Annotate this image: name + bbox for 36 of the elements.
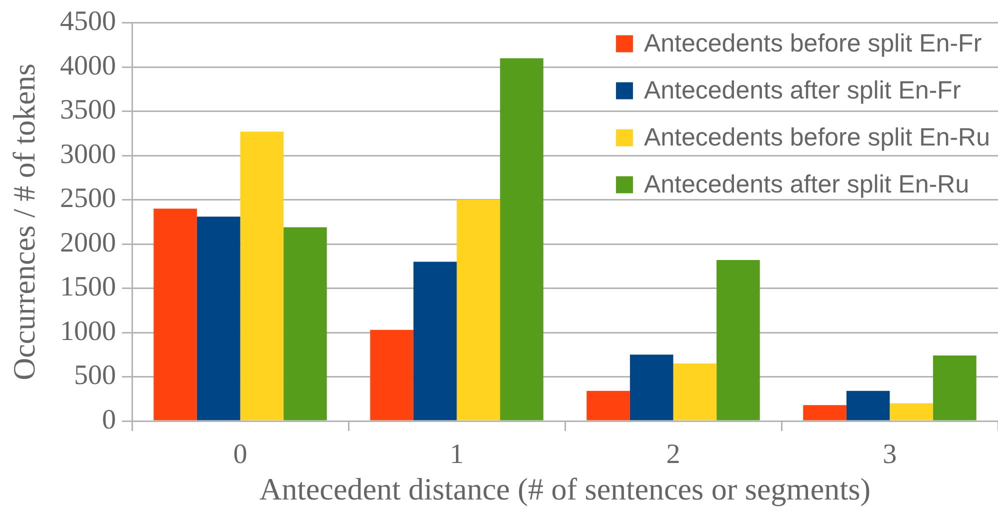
bar <box>586 390 630 420</box>
bar <box>803 405 846 420</box>
bar <box>196 216 240 420</box>
bar <box>500 58 544 420</box>
bar <box>933 356 976 420</box>
bar <box>370 330 414 420</box>
y-tick-label: 3000 <box>60 138 116 170</box>
legend-label: Antecedents after split En-Ru <box>644 170 970 199</box>
x-tick-label: 3 <box>882 439 897 470</box>
bar <box>154 208 197 420</box>
legend-label: Antecedents before split En-Fr <box>644 30 982 58</box>
y-tick-label: 1500 <box>60 272 116 303</box>
bar <box>413 262 457 420</box>
y-tick-label: 4500 <box>60 6 116 38</box>
bar <box>284 227 327 420</box>
bar <box>456 200 500 420</box>
y-tick-label: 4000 <box>60 50 116 82</box>
y-tick-label: 2000 <box>60 227 116 258</box>
bar <box>716 260 760 420</box>
x-tick-label: 0 <box>233 439 248 470</box>
bar <box>846 390 890 420</box>
legend-label: Antecedents after split En-Fr <box>644 76 961 105</box>
x-tick-label: 2 <box>666 439 680 470</box>
y-tick-label: 500 <box>74 360 116 392</box>
y-tick-label: 3500 <box>60 94 116 126</box>
y-tick-label: 1000 <box>60 316 116 347</box>
y-tick-label: 2500 <box>60 183 116 214</box>
bar <box>673 363 717 420</box>
bar <box>890 403 934 420</box>
y-axis-title: Occurrences / # of tokens <box>6 64 42 380</box>
y-tick-label: 0 <box>102 404 116 436</box>
bar <box>240 132 284 420</box>
x-tick-label: 1 <box>450 439 464 470</box>
legend-label: Antecedents before split En-Ru <box>644 124 990 152</box>
bar <box>630 354 674 420</box>
x-axis-title: Antecedent distance (# of sentences or segments) <box>259 472 871 507</box>
